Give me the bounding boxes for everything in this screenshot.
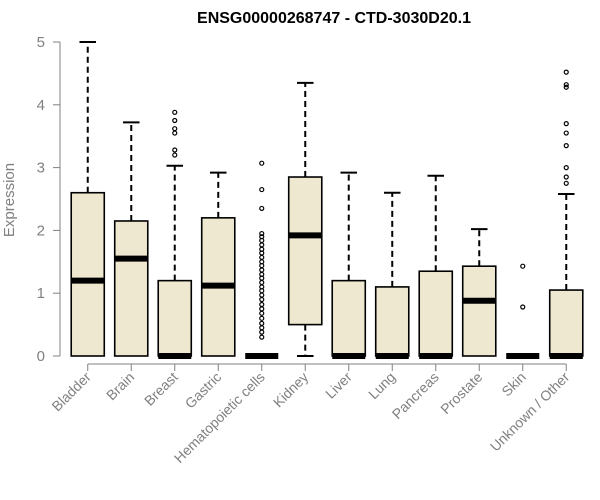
box-rect [374, 286, 410, 357]
y-tick-label: 0 [37, 348, 45, 365]
outlier-point [563, 69, 569, 75]
x-tick-label: Brain [103, 369, 137, 403]
x-tick-label: Kidney [270, 369, 312, 411]
x-tick-label: Gastric [182, 369, 225, 412]
y-axis: 0 1 2 3 4 5 [37, 34, 61, 365]
box-rect [113, 220, 149, 357]
box-lung [374, 191, 410, 359]
box-pancreas [418, 174, 454, 359]
outlier-point [259, 234, 265, 240]
outlier-point [563, 84, 569, 90]
box-rect [461, 265, 497, 357]
outlier-point [259, 254, 265, 261]
outlier-point [259, 301, 265, 308]
outlier-point [259, 242, 265, 248]
box-gastric [200, 171, 236, 357]
y-tick-label: 4 [37, 97, 45, 114]
x-tick-label: Liver [322, 369, 355, 402]
outlier-point [259, 310, 265, 316]
box-hematopoietic-cells [245, 160, 279, 359]
x-tick-label: Bladder [48, 369, 94, 415]
outlier-point [563, 143, 569, 149]
box-liver [331, 171, 367, 359]
outlier-point [563, 82, 569, 88]
outlier-point [172, 126, 178, 132]
x-tick-label: Lung [365, 369, 398, 402]
box-rect [418, 270, 454, 357]
chart-title: ENSG00000268747 - CTD-3030D20.1 [197, 10, 471, 27]
outlier-point [520, 263, 526, 269]
x-tick-label: Prostate [437, 369, 485, 417]
outlier-point [259, 186, 265, 193]
plot-area [70, 41, 584, 359]
outlier-point [172, 147, 178, 153]
y-tick-label: 5 [37, 34, 45, 51]
box-breast [157, 109, 193, 359]
outlier-point [259, 320, 265, 326]
outlier-point [259, 267, 265, 273]
box-rect [157, 279, 193, 357]
outlier-point [172, 130, 178, 136]
outlier-point [563, 165, 569, 171]
outlier-point [259, 160, 265, 166]
outlier-point [259, 205, 265, 212]
box-rect [287, 176, 323, 326]
box-rect [548, 289, 584, 357]
x-tick-label: Breast [141, 369, 181, 409]
box-bladder [70, 41, 106, 357]
y-tick-label: 2 [37, 222, 45, 239]
outlier-point [563, 174, 569, 180]
box-brain [113, 121, 149, 357]
y-tick-label: 3 [37, 160, 45, 177]
box-prostate [461, 228, 497, 357]
outlier-point [259, 329, 265, 335]
outlier-point [563, 121, 569, 127]
box-kidney [287, 81, 323, 357]
y-tick-label: 1 [37, 285, 45, 302]
y-axis-label: Expression [1, 163, 18, 237]
outlier-point [259, 334, 265, 340]
outlier-point [259, 279, 265, 286]
outlier-point [259, 230, 265, 237]
outlier-point [520, 304, 526, 310]
outlier-point [259, 315, 265, 321]
outlier-point [563, 130, 569, 136]
outlier-point [259, 306, 265, 312]
outlier-point [172, 109, 178, 115]
box-rect [70, 191, 106, 357]
box-rect [331, 279, 367, 357]
outlier-point [259, 292, 265, 298]
outlier-point [259, 325, 265, 331]
outlier-point [172, 152, 178, 158]
outlier-point [172, 117, 178, 124]
box-skin [506, 263, 540, 359]
outlier-point [563, 180, 569, 186]
outlier-point [259, 296, 265, 303]
x-tick-label: Pancreas [389, 369, 442, 422]
x-tick-label: Skin [498, 369, 529, 400]
box-unknown-other [548, 69, 584, 359]
x-tick-label: Unknown / Other [487, 369, 573, 455]
